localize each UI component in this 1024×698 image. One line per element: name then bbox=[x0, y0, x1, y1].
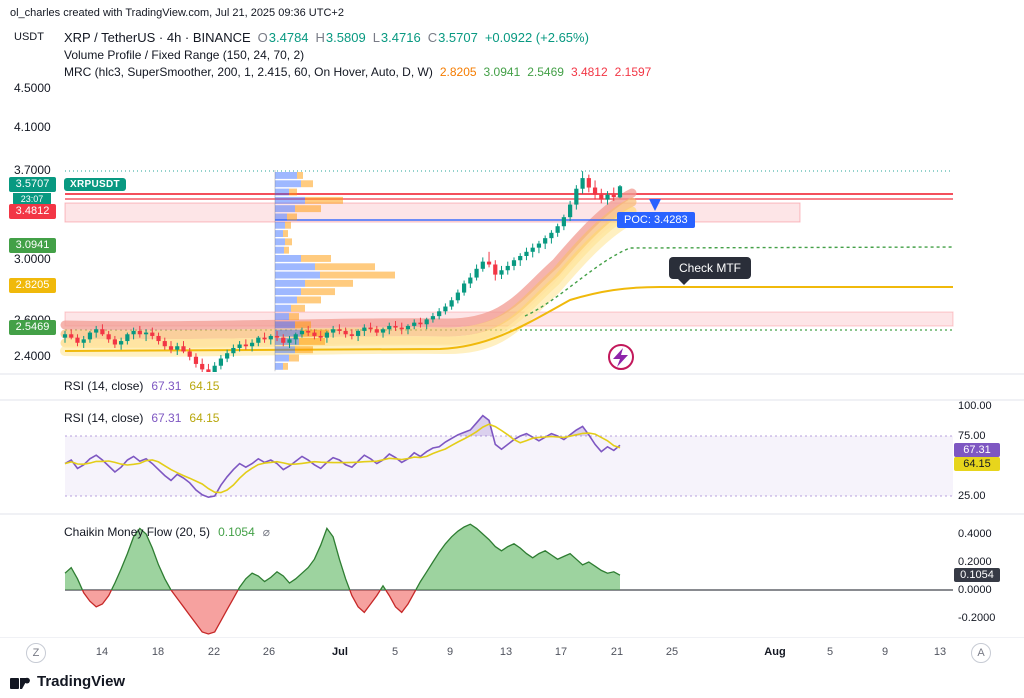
ohlc-close-value: 3.5707 bbox=[438, 30, 478, 45]
ohlc-open-value: 3.4784 bbox=[268, 30, 309, 45]
rsi-ma-value-2: 64.15 bbox=[189, 411, 220, 425]
footer: TradingView bbox=[10, 673, 125, 690]
time-tick: Aug bbox=[764, 646, 786, 658]
time-tick: 5 bbox=[826, 646, 834, 658]
price-axis-currency: USDT bbox=[14, 31, 44, 43]
symbol-legend[interactable]: XRP / TetherUS · 4h · BINANCE O3.4784 H3… bbox=[64, 30, 589, 45]
cmf-plot bbox=[64, 523, 953, 635]
time-tick: 17 bbox=[554, 646, 568, 658]
symbol-flag-badge: XRPUSDT bbox=[64, 178, 126, 191]
time-tick: 26 bbox=[262, 646, 276, 658]
rsi-ma-value-1: 64.15 bbox=[189, 379, 220, 393]
cmf-value: 0.1054 bbox=[218, 525, 255, 539]
time-tick: 18 bbox=[151, 646, 165, 658]
mrc-band bbox=[60, 188, 954, 357]
ohlc-low: L3.4716 bbox=[373, 30, 421, 45]
ohlc-close-key: C bbox=[427, 30, 438, 45]
rsi-plot bbox=[64, 414, 953, 499]
timezone-button[interactable]: Z bbox=[26, 643, 46, 663]
time-tick: 9 bbox=[446, 646, 454, 658]
cmf-source-icon: ⌀ bbox=[262, 525, 270, 539]
rsi-legend-row-1[interactable]: RSI (14, close) 67.31 64.15 bbox=[64, 379, 219, 393]
cmf-legend-row[interactable]: Chaikin Money Flow (20, 5) 0.1054 ⌀ bbox=[64, 525, 270, 539]
volume-profile-label[interactable]: Volume Profile / Fixed Range (150, 24, 7… bbox=[64, 48, 305, 62]
ohlc-close: C3.5707 bbox=[428, 30, 478, 45]
ohlc-high: H3.5809 bbox=[316, 30, 366, 45]
mrc-legend[interactable]: MRC (hlc3, SuperSmoother, 200, 1, 2.415,… bbox=[64, 65, 651, 79]
rsi-label-1[interactable]: RSI (14, close) bbox=[64, 379, 144, 393]
mrc-value-1: 2.8205 bbox=[439, 65, 477, 79]
time-tick: 5 bbox=[391, 646, 399, 658]
time-axis[interactable]: Z 14 18 22 26 Jul 5 9 13 17 21 25 Aug 5 9 13 A bbox=[0, 638, 1024, 668]
time-tick: 13 bbox=[933, 646, 947, 658]
level-lines bbox=[65, 170, 953, 331]
mrc-value-2: 3.0941 bbox=[483, 65, 521, 79]
rsi-value-2: 67.31 bbox=[151, 411, 182, 425]
volume-profile bbox=[274, 170, 395, 372]
rsi-value-1: 67.31 bbox=[151, 379, 182, 393]
ohlc-low-value: 3.4716 bbox=[380, 30, 421, 45]
time-tick: 22 bbox=[207, 646, 221, 658]
time-tick: 9 bbox=[881, 646, 889, 658]
time-tick: Jul bbox=[332, 646, 348, 658]
mrc-value-4: 3.4812 bbox=[570, 65, 608, 79]
time-tick: 13 bbox=[499, 646, 513, 658]
ohlc-open-key: O bbox=[257, 30, 268, 45]
poc-badge: POC: 3.4283 bbox=[617, 212, 695, 228]
ohlc-low-key: L bbox=[372, 30, 380, 45]
time-tick: 21 bbox=[610, 646, 624, 658]
scale-mode-button[interactable]: A bbox=[971, 643, 991, 663]
ohlc-open: O3.4784 bbox=[258, 30, 309, 45]
price-change: +0.0922 (+2.65%) bbox=[484, 30, 589, 45]
ohlc-high-value: 3.5809 bbox=[325, 30, 366, 45]
symbol-title[interactable]: XRP / TetherUS · 4h · BINANCE bbox=[64, 30, 251, 45]
time-tick: 25 bbox=[665, 646, 679, 658]
cmf-label[interactable]: Chaikin Money Flow (20, 5) bbox=[64, 525, 211, 539]
attribution-text: ol_charles created with TradingView.com,… bbox=[10, 7, 344, 19]
ohlc-high-key: H bbox=[315, 30, 325, 45]
candles bbox=[62, 171, 623, 372]
mrc-label[interactable]: MRC (hlc3, SuperSmoother, 200, 1, 2.415,… bbox=[64, 65, 433, 79]
rsi-label-2[interactable]: RSI (14, close) bbox=[64, 411, 144, 425]
time-tick: 14 bbox=[95, 646, 109, 658]
rsi-legend-row-2[interactable]: RSI (14, close) 67.31 64.15 bbox=[64, 411, 219, 425]
volume-profile-legend[interactable]: Volume Profile / Fixed Range (150, 24, 7… bbox=[64, 48, 304, 62]
annotations bbox=[608, 199, 661, 370]
mrc-value-5: 2.1597 bbox=[614, 65, 652, 79]
tradingview-logo-icon[interactable] bbox=[10, 673, 31, 690]
brand-text: TradingView bbox=[37, 673, 126, 690]
mrc-value-3: 2.5469 bbox=[527, 65, 564, 79]
check-mtf-tooltip[interactable]: Check MTF bbox=[669, 257, 752, 285]
